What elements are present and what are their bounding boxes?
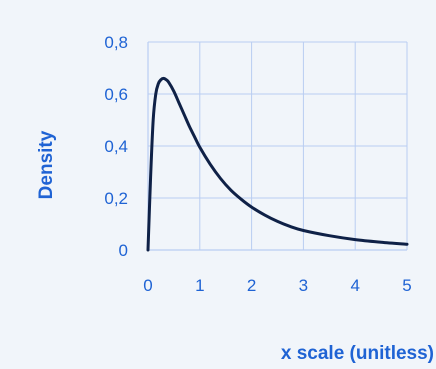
x-tick-label: 5	[402, 276, 411, 295]
y-tick-label: 0,2	[104, 189, 128, 208]
x-axis-title: x scale (unitless)	[281, 343, 434, 364]
y-tick-label: 0,4	[104, 137, 128, 156]
series-layer	[146, 76, 409, 252]
x-tick-label: 4	[350, 276, 359, 295]
x-tick-label: 3	[299, 276, 308, 295]
y-tick-label: 0,8	[104, 33, 128, 52]
x-tick-label: 1	[195, 276, 204, 295]
y-tick-label: 0,6	[104, 85, 128, 104]
grid	[148, 41, 408, 250]
y-tick-label: 0	[119, 241, 128, 260]
x-tick-label: 0	[143, 276, 152, 295]
tick-labels: 0 1 2 3 4 5 0 0,2 0,4 0,6 0,8	[104, 33, 411, 295]
density-curve	[146, 76, 409, 252]
x-tick-label: 2	[247, 276, 256, 295]
y-axis-title: Density	[36, 130, 57, 199]
